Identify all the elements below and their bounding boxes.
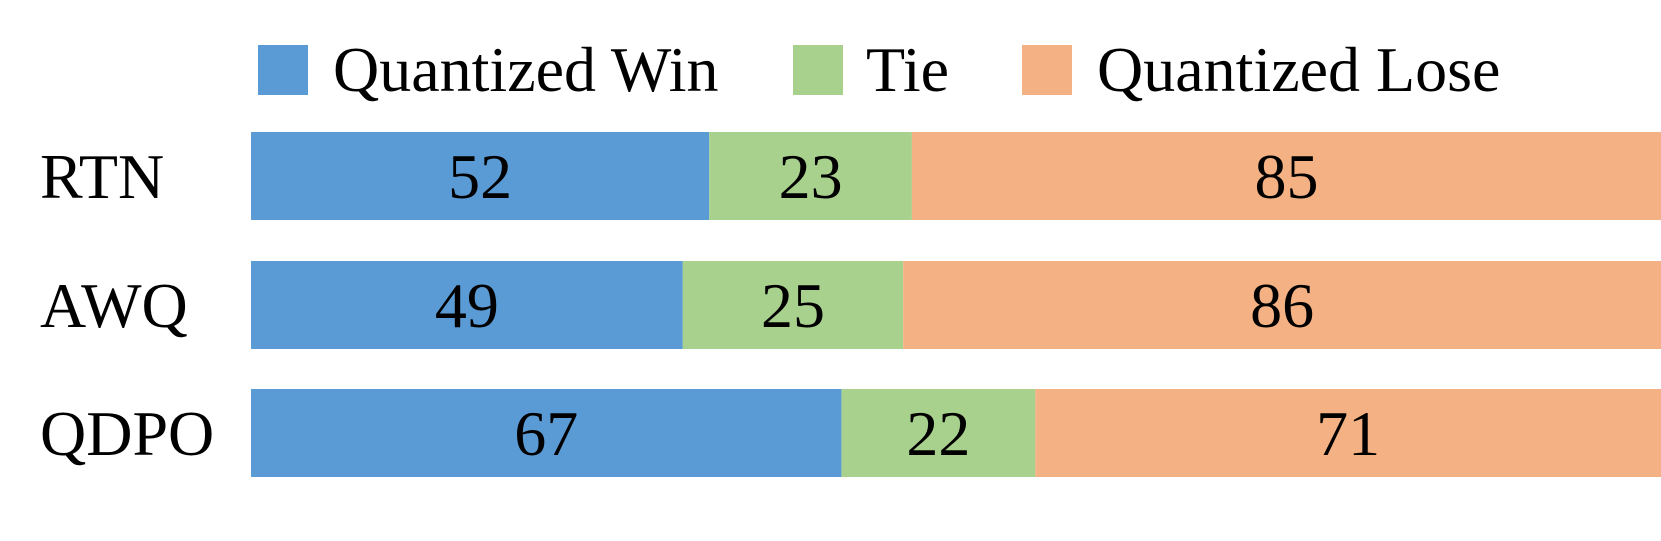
- legend-swatch-tie: [793, 45, 843, 95]
- bar-qdpo-quantized-lose: [1035, 389, 1661, 477]
- category-label-rtn: RTN: [40, 141, 164, 212]
- data-label-qdpo-quantized-win: 67: [514, 398, 578, 469]
- bar-qdpo-quantized-win: [251, 389, 842, 477]
- category-label-qdpo: QDPO: [40, 398, 214, 469]
- legend-label-quantized-lose: Quantized Lose: [1097, 34, 1500, 105]
- category-axis-labels: RTN AWQ QDPO: [40, 141, 214, 469]
- data-label-rtn-quantized-lose: 85: [1254, 141, 1318, 212]
- legend-swatch-quantized-win: [258, 45, 308, 95]
- legend-swatch-quantized-lose: [1022, 45, 1072, 95]
- data-label-qdpo-quantized-lose: 71: [1316, 398, 1380, 469]
- category-label-awq: AWQ: [40, 270, 188, 341]
- bar-awq-quantized-win: [251, 261, 683, 349]
- bar-rtn-quantized-lose: [911, 132, 1661, 220]
- bar-awq-quantized-lose: [903, 261, 1661, 349]
- bar-rtn-tie: [709, 132, 912, 220]
- chart-legend: Quantized Win Tie Quantized Lose: [258, 34, 1500, 105]
- data-label-awq-quantized-lose: 86: [1250, 270, 1314, 341]
- legend-label-quantized-win: Quantized Win: [333, 34, 718, 105]
- legend-label-tie: Tie: [866, 34, 949, 105]
- bar-rtn-quantized-win: [251, 132, 710, 220]
- data-label-awq-quantized-win: 49: [435, 270, 499, 341]
- data-label-awq-tie: 25: [761, 270, 825, 341]
- data-label-rtn-tie: 23: [779, 141, 843, 212]
- data-label-qdpo-tie: 22: [906, 398, 970, 469]
- data-label-rtn-quantized-win: 52: [448, 141, 512, 212]
- bar-qdpo-tie: [841, 389, 1036, 477]
- bar-awq-tie: [682, 261, 904, 349]
- bar-area: 52 23 85 49 25 86 67 22 71: [251, 132, 1661, 477]
